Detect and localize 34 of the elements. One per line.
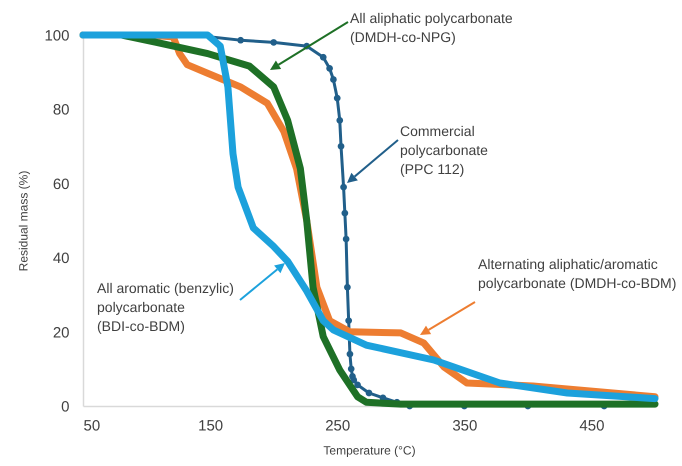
x-tick-label: 50: [84, 418, 100, 434]
y-tick-label: 60: [52, 176, 70, 193]
point: [330, 76, 337, 83]
x-tick-label: 250: [325, 418, 350, 434]
point: [320, 54, 327, 61]
y-tick-label: 0: [61, 398, 70, 416]
x-axis-title: Temperature (°C): [323, 444, 416, 458]
annotation: Alternating aliphatic/aromatic polycarbonate (DMDH-co-BDM): [478, 256, 676, 291]
annotation: Commercial polycarbonate (PPC 112): [400, 123, 488, 177]
point: [346, 350, 354, 358]
point: [354, 382, 361, 388]
point: [340, 184, 347, 190]
point: [326, 65, 333, 72]
point: [237, 36, 244, 44]
point: [338, 142, 344, 150]
annotation: All aromatic (benzylic) polycarbonate (BDI-co-BDM): [97, 280, 234, 334]
point: [348, 366, 355, 372]
y-tick-label: 80: [52, 102, 70, 119]
point: [334, 94, 341, 102]
point: [342, 236, 350, 242]
point: [336, 116, 344, 124]
point: [270, 39, 278, 46]
point: [366, 390, 372, 396]
y-axis-title: Residual mass (%): [16, 170, 30, 272]
point: [345, 317, 352, 324]
x-tick-label: 350: [452, 418, 478, 434]
y-tick-label: 40: [52, 250, 70, 268]
annotation: All aliphatic polycarbonate (DMDH-co-NPG): [350, 10, 513, 45]
x-tick-label: 150: [198, 418, 224, 434]
point: [341, 210, 348, 216]
y-tick-label: 100: [44, 28, 70, 44]
x-tick-label: 450: [579, 418, 604, 434]
point: [344, 284, 351, 291]
y-tick-label: 20: [52, 324, 70, 342]
